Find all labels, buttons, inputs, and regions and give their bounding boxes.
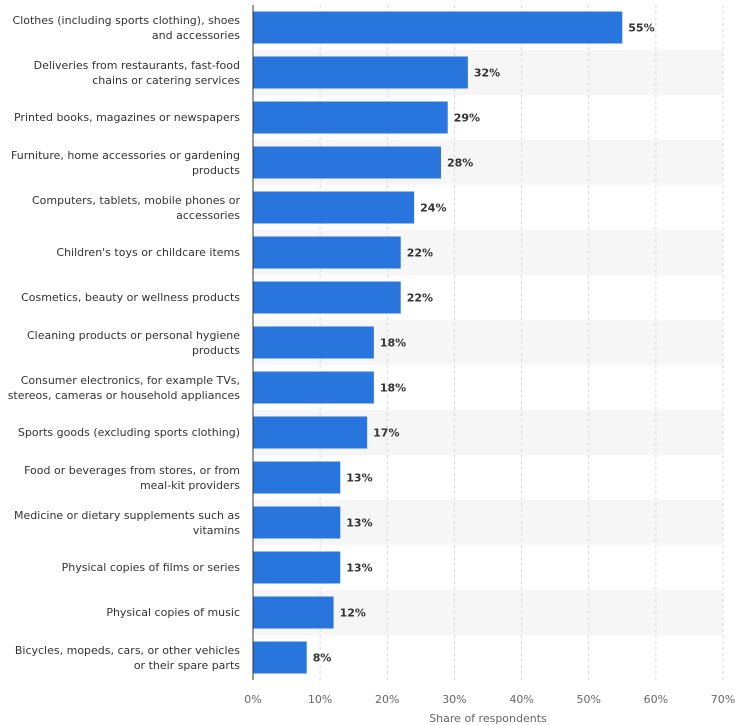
x-axis-title: Share of respondents: [429, 712, 547, 725]
x-tick-label: 50%: [576, 693, 600, 706]
bar: [253, 236, 401, 269]
value-label: 13%: [346, 562, 372, 575]
y-tick-label: Bicycles, mopeds, cars, or other vehicle…: [14, 643, 240, 672]
y-tick-label: Physical copies of films or series: [61, 561, 240, 574]
x-tick-label: 30%: [442, 693, 466, 706]
y-tick-label: Cosmetics, beauty or wellness products: [21, 291, 240, 304]
value-label: 24%: [420, 202, 446, 215]
value-label: 17%: [373, 427, 399, 440]
bar: [253, 551, 341, 584]
value-label: 28%: [447, 157, 473, 170]
y-tick-label: Clothes (including sports clothing), sho…: [12, 13, 240, 42]
bar: [253, 191, 415, 224]
y-tick-label: Computers, tablets, mobile phones or acc…: [31, 193, 240, 222]
y-tick-label: Consumer electronics, for example TVs, s…: [7, 373, 240, 402]
y-tick-label: Printed books, magazines or newspapers: [13, 111, 240, 124]
value-label: 22%: [407, 292, 433, 305]
y-tick-label: Deliveries from restaurants, fast-food c…: [33, 58, 240, 87]
x-tick-label: 60%: [644, 693, 668, 706]
x-tick-label: 70%: [711, 693, 735, 706]
bar: [253, 596, 334, 629]
bar: [253, 56, 468, 89]
value-label: 18%: [380, 382, 406, 395]
value-label: 13%: [346, 517, 372, 530]
x-tick-label: 20%: [375, 693, 399, 706]
bar: [253, 416, 368, 449]
value-label: 32%: [474, 67, 500, 80]
value-label: 18%: [380, 337, 406, 350]
x-tick-label: 10%: [308, 693, 332, 706]
y-tick-label: Food or beverages from stores, or from m…: [24, 463, 240, 492]
value-label: 13%: [346, 472, 372, 485]
y-tick-label: Physical copies of music: [106, 606, 240, 619]
value-label: 55%: [628, 22, 654, 35]
y-tick-label: Medicine or dietary supplements such as …: [14, 508, 240, 537]
bar: [253, 281, 401, 314]
bar: [253, 461, 341, 494]
y-tick-label: Sports goods (excluding sports clothing): [17, 426, 240, 439]
x-tick-label: 40%: [509, 693, 533, 706]
value-label: 12%: [340, 607, 366, 620]
bar: [253, 371, 374, 404]
bar: [253, 326, 374, 359]
bar: [253, 506, 341, 539]
y-tick-label: Cleaning products or personal hygiene pr…: [26, 328, 240, 357]
value-label: 8%: [313, 652, 332, 665]
y-tick-label: Children's toys or childcare items: [56, 246, 240, 259]
bar: [253, 11, 623, 44]
bar: [253, 101, 448, 134]
x-tick-label: 0%: [244, 693, 261, 706]
bar: [253, 641, 307, 674]
bar: [253, 146, 441, 179]
value-label: 29%: [454, 112, 480, 125]
y-tick-label: Furniture, home accessories or gardening…: [11, 148, 240, 177]
value-label: 22%: [407, 247, 433, 260]
